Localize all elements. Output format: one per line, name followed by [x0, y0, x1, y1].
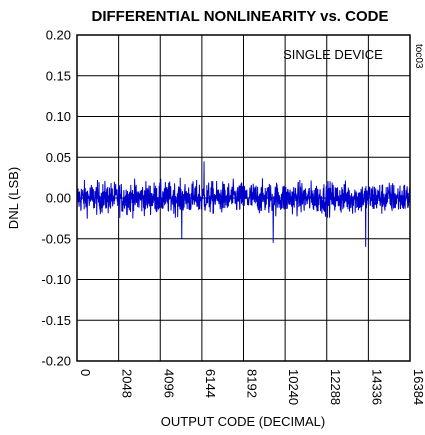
y-tick-label: -0.10: [41, 272, 71, 287]
y-tick-labels: 0.20 0.15 0.10 0.05 0.00 -0.05 -0.10 -0.15 -0.20: [41, 28, 71, 369]
figure-tag: toc03: [413, 44, 424, 69]
annotation-single-device: SINGLE DEVICE: [283, 47, 383, 62]
y-tick-label: 0.15: [46, 68, 71, 83]
y-tick-label: -0.05: [41, 231, 71, 246]
x-tick-label: 0: [78, 369, 93, 376]
y-tick-label: -0.20: [41, 354, 71, 369]
x-tick-label: 2048: [120, 369, 135, 398]
series-dnl: [76, 161, 411, 247]
x-tick-label: 12288: [328, 369, 343, 405]
chart-title: DIFFERENTIAL NONLINEARITY vs. CODE: [92, 8, 389, 25]
x-axis-label: OUTPUT CODE (DECIMAL): [161, 414, 325, 429]
x-tick-labels: 0 2048 4096 6144 8192 10240 12288 14336 16384: [78, 369, 425, 405]
x-tick-label: 8192: [245, 369, 260, 398]
x-tick-label: 16384: [411, 369, 425, 405]
y-tick-label: 0.20: [46, 28, 71, 43]
x-tick-label: 6144: [203, 369, 218, 398]
y-tick-label: 0.10: [46, 109, 71, 124]
y-tick-label: 0.00: [46, 191, 71, 206]
y-tick-label: 0.05: [46, 150, 71, 165]
x-tick-label: 14336: [369, 369, 384, 405]
plot-frame: [76, 34, 411, 362]
dnl-series-line: [76, 161, 411, 247]
y-tick-label: -0.15: [41, 313, 71, 328]
x-tick-label: 10240: [286, 369, 301, 405]
x-tick-label: 4096: [161, 369, 176, 398]
y-axis-label: DNL (LSB): [6, 167, 21, 229]
